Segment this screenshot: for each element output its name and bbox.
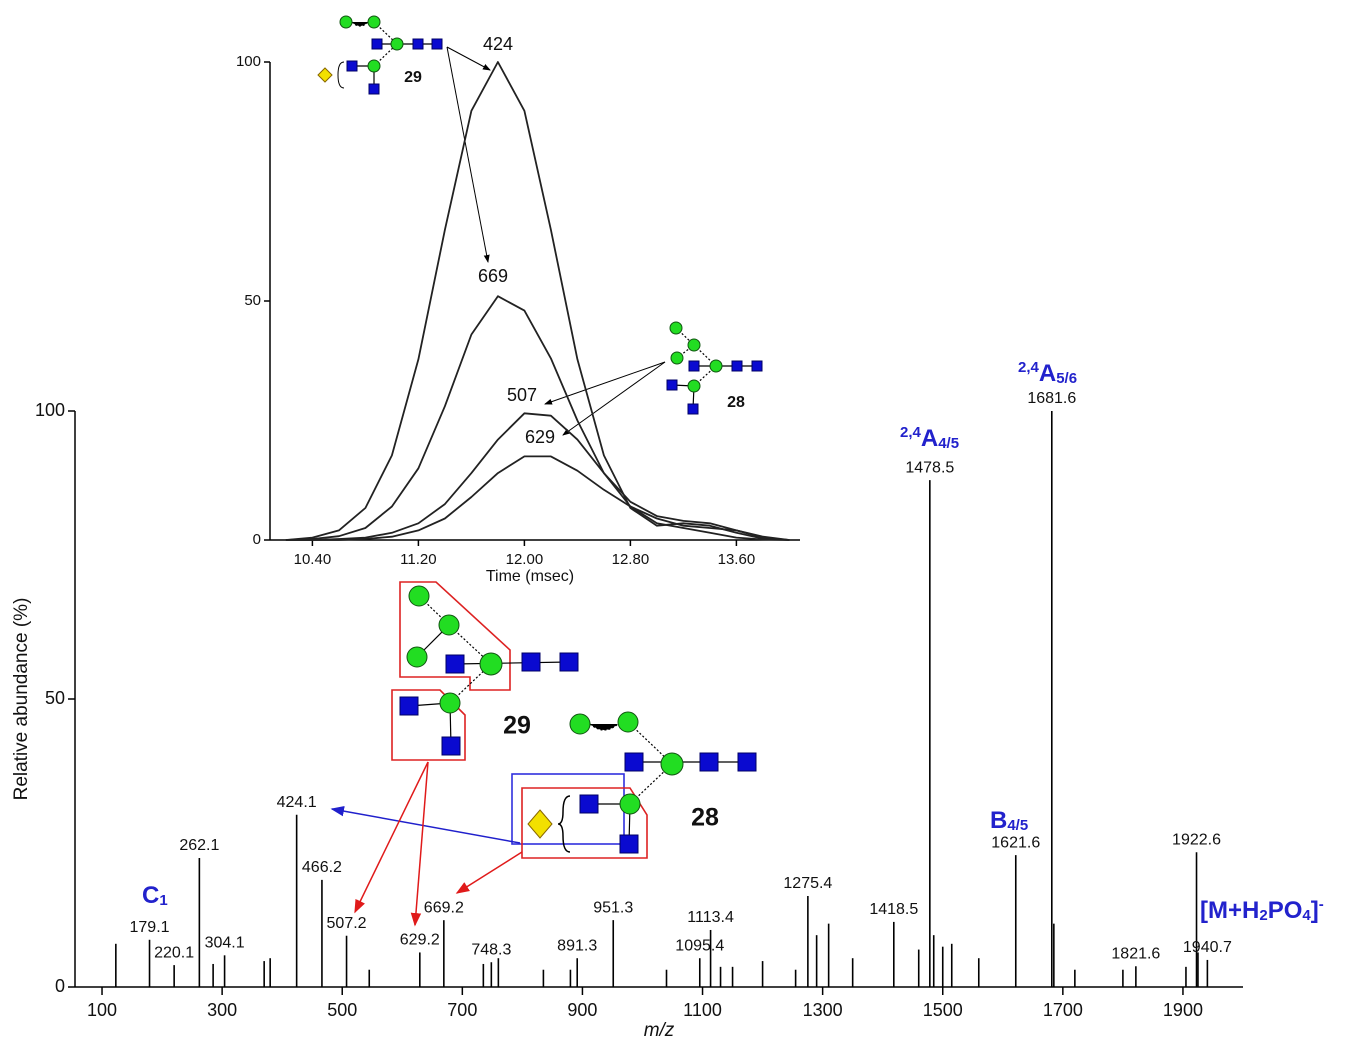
peak-label: 1621.6 [991,834,1040,851]
peak-label: 1113.4 [687,909,734,926]
curve-label: 629 [525,427,555,447]
x-tick-label: 700 [447,1000,477,1020]
curve-label: 507 [507,385,537,405]
ion-label-part: 2 [1259,907,1267,924]
inset-y-tick-label: 100 [236,53,261,70]
inset-x-tick-label: 12.00 [506,551,544,568]
ion-label: [M+H2PO4]- [1200,896,1324,924]
ion-label-part: PO [1268,897,1303,924]
peak-label: 466.2 [302,859,342,876]
y-tick-label: 50 [45,688,65,708]
ion-label: B4/5 [990,807,1028,834]
x-tick-label: 500 [327,1000,357,1020]
ion-label-part: 2,4 [900,424,922,441]
peak-label: 179.1 [130,919,170,936]
x-tick-label: 1500 [923,1000,963,1020]
structure-label: 28 [691,804,719,832]
ion-label-part: - [1319,896,1324,913]
peak-label: 1922.6 [1172,831,1221,848]
ion-label: C1 [142,882,168,909]
curve-label: 669 [478,266,508,286]
ion-label-part: ] [1311,897,1319,924]
peak-label: 1418.5 [869,901,918,918]
ion-label-part: 1 [159,892,167,909]
peak-label: 507.2 [327,915,367,932]
ion-label-part: 4/5 [938,435,959,452]
y-axis-title: Relative abundance (%) [11,598,32,801]
peak-label: 1275.4 [783,875,832,892]
x-tick-label: 1100 [683,1000,722,1020]
y-tick-label: 100 [35,400,65,420]
peak-label: 1478.5 [905,459,954,476]
y-tick-label: 0 [55,976,65,996]
x-axis-title: m/z [644,1020,675,1041]
ion-label: 2,4A4/5 [900,424,959,452]
inset-x-tick-label: 12.80 [612,551,650,568]
ion-label-part: A [921,425,938,452]
inset-curve [286,456,790,540]
ion-label-part: A [1039,360,1056,387]
peak-label: 262.1 [179,837,219,854]
inset-y-tick-label: 50 [244,292,261,309]
peak-label: 748.3 [471,941,511,958]
x-tick-label: 1300 [803,1000,843,1020]
x-tick-label: 1700 [1043,1000,1083,1020]
x-tick-label: 300 [207,1000,237,1020]
ion-label-part: 5/6 [1056,370,1077,387]
inset-y-tick-label: 0 [253,531,261,548]
peak-label: 1940.7 [1183,939,1232,956]
x-tick-label: 900 [567,1000,597,1020]
inset-curve [286,296,790,540]
peak-label: 304.1 [205,935,245,952]
figure: Relative abundance (%) m/z Time (msec) 2… [0,0,1356,1042]
glycan-29 [392,582,578,760]
peak-label: 1821.6 [1111,945,1160,962]
structure-label: 28 [727,394,745,411]
peak-label: 424.1 [277,794,317,811]
peak-label: 629.2 [400,932,440,949]
peak-label: 1095.4 [675,937,724,954]
structure-label: 29 [404,69,422,86]
glycan-28 [512,712,756,858]
curve-label: 424 [483,34,513,54]
peak-label: 669.2 [424,899,464,916]
inset-arrows [447,47,665,435]
ion-label-part: [M+H [1200,897,1259,924]
peak-label: 951.3 [593,899,633,916]
peak-label: 220.1 [154,944,194,961]
ion-label-part: B [990,807,1007,834]
x-tick-label: 100 [87,1000,117,1020]
inset-curve [286,62,790,540]
glycan-29-small [318,16,442,94]
inset-x-tick-label: 10.40 [294,551,332,568]
peak-label: 891.3 [557,937,597,954]
inset-x-tick-label: 13.60 [718,551,756,568]
inset-x-tick-label: 11.20 [400,551,436,568]
x-tick-label: 1900 [1163,1000,1203,1020]
ion-label-part: 2,4 [1018,359,1040,376]
ion-label-part: C [142,882,159,909]
ion-label: 2,4A5/6 [1018,359,1077,387]
glycan-28-small [667,322,762,414]
inset-x-axis-title: Time (msec) [486,568,574,585]
structure-label: 29 [503,712,531,740]
ion-label-part: 4/5 [1007,817,1028,834]
peak-label: 1681.6 [1027,390,1076,407]
